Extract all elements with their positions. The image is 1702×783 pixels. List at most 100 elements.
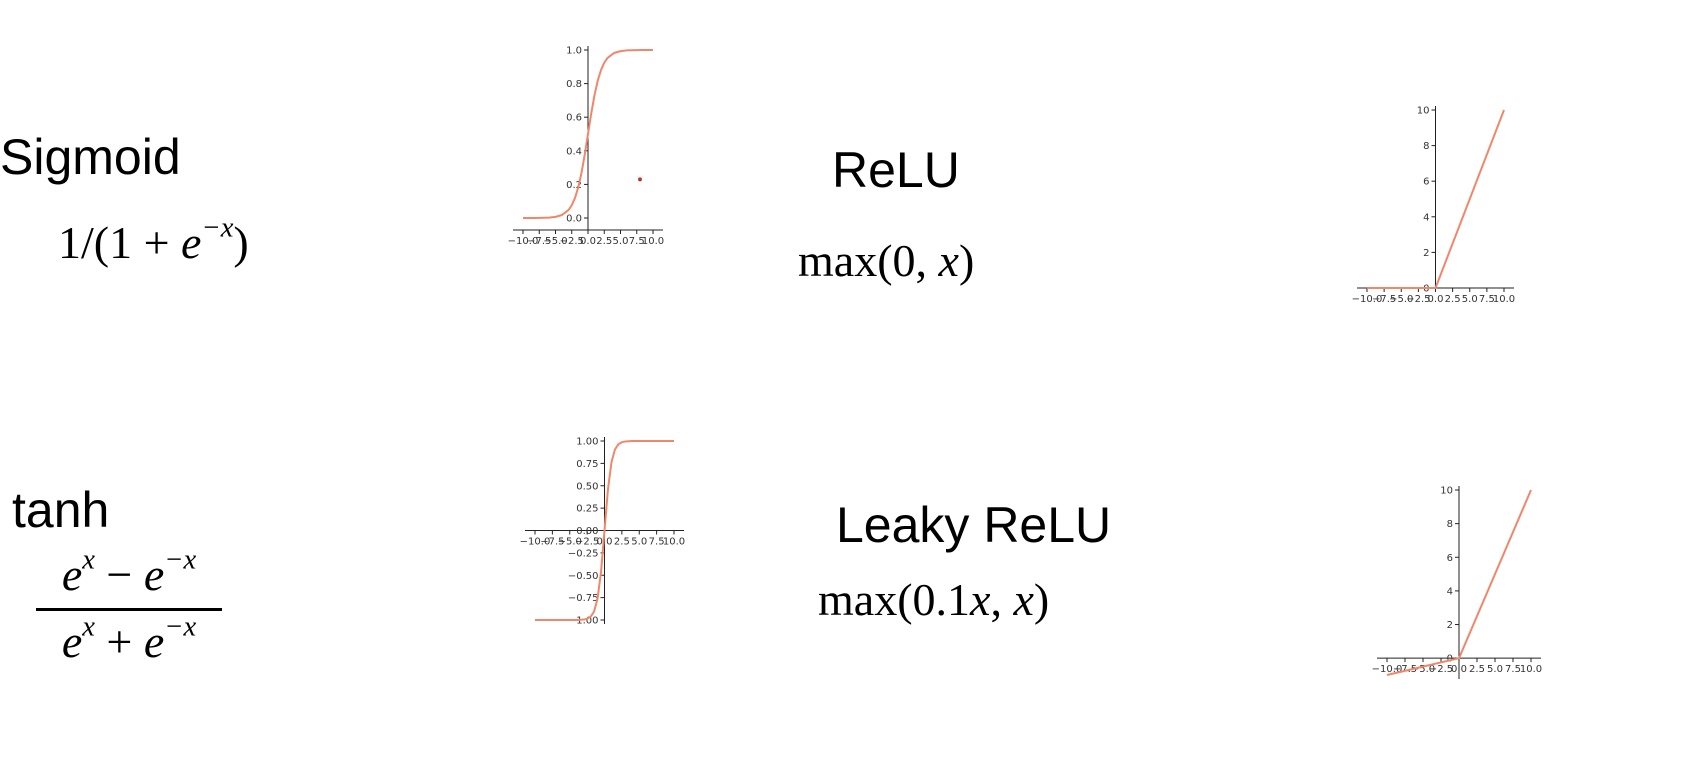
x-tick-label: 2.5 (1469, 664, 1485, 675)
x-tick-label: −7.5 (540, 537, 564, 548)
tanh-num-b: e (143, 549, 165, 600)
x-tick-label: −7.5 (527, 236, 551, 247)
y-tick-label: 0.8 (566, 79, 582, 90)
y-tick-label: 2 (1423, 248, 1429, 259)
x-tick-label: 7.5 (1505, 664, 1521, 675)
x-tick-label: 2.5 (596, 236, 612, 247)
x-tick-label: 0.0 (1451, 664, 1467, 675)
leaky-formula-lead: max(0.1 (818, 574, 971, 625)
x-tick-label: 10.0 (1520, 664, 1542, 675)
relu-formula: max(0, x) (798, 238, 974, 284)
y-tick-label: 0.75 (576, 459, 598, 470)
y-tick-label: 4 (1447, 586, 1453, 597)
tanh-fraction-bar (36, 608, 222, 611)
sigmoid-formula: 1/(1 + e−x) (58, 214, 249, 268)
x-tick-label: 5.0 (1462, 294, 1478, 305)
y-tick-label: −0.75 (568, 593, 599, 604)
data-point-marker (638, 177, 642, 182)
y-tick-label: −1.00 (568, 616, 599, 627)
y-tick-label: −0.50 (568, 571, 599, 582)
sigmoid-title: Sigmoid (0, 129, 181, 185)
x-tick-label: −10.0 (1372, 664, 1403, 675)
x-tick-label: −2.5 (575, 537, 599, 548)
x-tick-label: −7.5 (1372, 294, 1396, 305)
leaky-formula-var1: x (970, 574, 991, 625)
y-tick-label: −0.25 (568, 548, 599, 559)
x-tick-label: 10.0 (663, 537, 685, 548)
tanh-den-op: + (94, 616, 144, 667)
tanh-den-a-exp: x (82, 611, 95, 643)
y-tick-label: 2 (1447, 620, 1453, 631)
y-tick-label: 6 (1447, 553, 1453, 564)
y-tick-label: 0 (1447, 654, 1453, 665)
tanh-den-b-exp: −x (164, 611, 197, 643)
y-tick-label: 0.6 (566, 113, 582, 124)
leaky-formula-tail: ) (1033, 574, 1050, 625)
leaky-relu-chart: −10.0−7.5−5.0−2.50.0 2.5 5.0 7.510.0 0 2 4 6 8 10 (1372, 486, 1542, 679)
x-tick-label: −5.0 (1411, 664, 1435, 675)
x-tick-label: −5.0 (558, 537, 582, 548)
leaky-formula-var2: x (1013, 574, 1034, 625)
x-tick-label: −5.0 (543, 236, 567, 247)
x-tick-label: 7.5 (1479, 294, 1495, 305)
relu-title: ReLU (832, 142, 960, 198)
x-tick-label: 10.0 (1493, 294, 1515, 305)
x-tick-label: −10.0 (508, 236, 539, 247)
x-tick-label: 5.0 (613, 236, 629, 247)
y-tick-label: 1.00 (576, 437, 598, 448)
x-tick-label: 0.0 (580, 236, 596, 247)
leaky-relu-formula: max(0.1x, x) (818, 577, 1049, 623)
x-tick-label: −2.5 (1429, 664, 1453, 675)
series-line (534, 440, 675, 621)
relu-formula-lead: max(0, (798, 235, 939, 286)
tanh-chart: −10.0−7.5−5.0−2.50.0 2.5 5.0 7.510.0−1.00−0… (520, 437, 685, 627)
x-tick-label: −10.0 (1352, 294, 1383, 305)
y-tick-label: 0.50 (576, 481, 598, 492)
x-tick-label: −10.0 (520, 537, 551, 548)
sigmoid-formula-exp: −x (201, 212, 234, 244)
tanh-den-a: e (61, 616, 83, 667)
y-tick-label: 0.2 (566, 180, 582, 191)
relu-formula-tail: ) (958, 235, 975, 286)
x-tick-label: 0.0 (1428, 294, 1444, 305)
x-tick-label: 2.5 (1445, 294, 1461, 305)
tanh-num-b-exp: −x (164, 544, 197, 576)
leaky-relu-title: Leaky ReLU (836, 497, 1112, 553)
sigmoid-formula-lead: 1/(1 + (58, 217, 182, 268)
y-tick-label: 10 (1417, 106, 1430, 117)
x-tick-label: −2.5 (1406, 294, 1430, 305)
x-tick-label: −2.5 (560, 236, 584, 247)
tanh-num-a: e (61, 549, 83, 600)
sigmoid-chart: −10.0−7.5−5.0−2.50.0 2.5 5.0 7.510.00.00.20… (508, 46, 664, 248)
tanh-formula: ex − e−x ex + e−x (36, 546, 222, 667)
series-line (1386, 489, 1532, 676)
y-tick-label: 6 (1423, 177, 1429, 188)
x-tick-label: −5.0 (1389, 294, 1413, 305)
y-tick-label: 8 (1423, 141, 1429, 152)
x-tick-label: 7.5 (629, 236, 645, 247)
x-tick-label: 5.0 (631, 537, 647, 548)
tanh-den-b: e (143, 616, 165, 667)
y-tick-label: 1.0 (566, 46, 582, 57)
x-tick-label: 2.5 (614, 537, 630, 548)
y-tick-label: 8 (1447, 519, 1453, 530)
tanh-numerator: ex − e−x (58, 546, 200, 600)
y-tick-label: 0.4 (566, 146, 582, 157)
leaky-formula-mid: , (990, 574, 1014, 625)
y-tick-label: 10 (1440, 486, 1453, 497)
y-tick-label: 0.0 (566, 214, 582, 225)
sigmoid-formula-base: e (181, 217, 202, 268)
tanh-num-op: − (94, 549, 144, 600)
y-tick-label: 4 (1423, 212, 1429, 223)
tanh-title: tanh (12, 482, 110, 538)
x-tick-label: 5.0 (1487, 664, 1503, 675)
x-tick-label: 10.0 (642, 236, 664, 247)
series-line (1367, 109, 1505, 289)
tanh-num-a-exp: x (82, 544, 95, 576)
x-tick-label: −7.5 (1393, 664, 1417, 675)
y-tick-label: 0.00 (576, 526, 598, 537)
x-tick-label: 7.5 (649, 537, 665, 548)
relu-formula-var: x (938, 235, 959, 286)
tanh-denominator: ex + e−x (58, 613, 200, 667)
